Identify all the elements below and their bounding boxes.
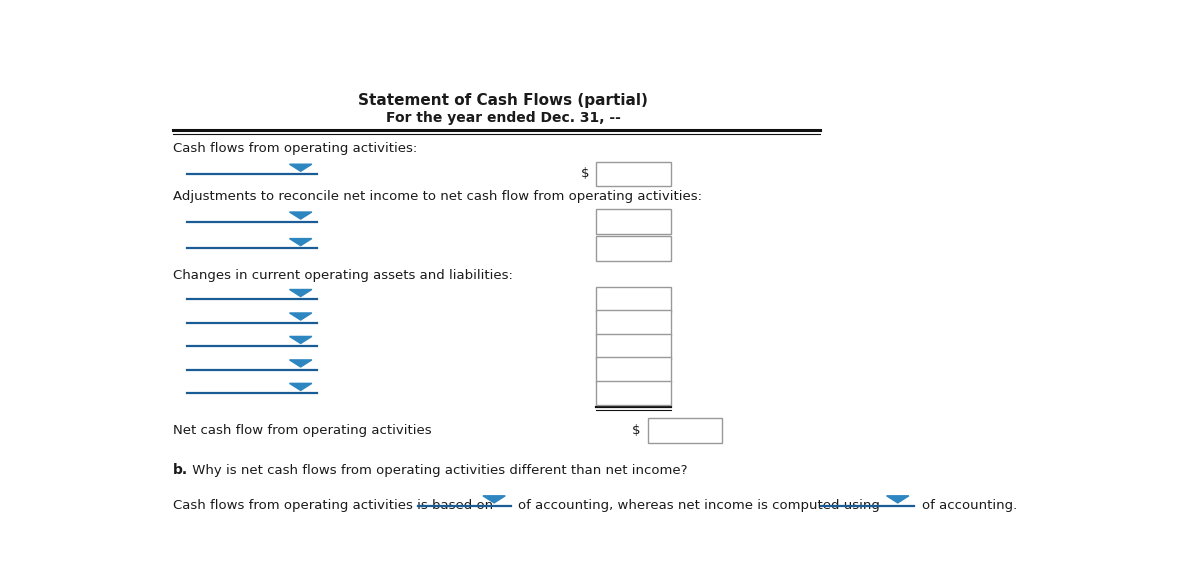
Text: Cash flows from operating activities:: Cash flows from operating activities: — [173, 142, 418, 155]
Polygon shape — [289, 212, 312, 219]
Text: Net cash flow from operating activities: Net cash flow from operating activities — [173, 424, 432, 437]
Text: of accounting.: of accounting. — [922, 499, 1018, 512]
Text: Statement of Cash Flows (partial): Statement of Cash Flows (partial) — [359, 93, 648, 108]
Polygon shape — [887, 496, 908, 503]
Bar — [596, 162, 671, 186]
Bar — [596, 236, 671, 260]
Text: Why is net cash flows from operating activities different than net income?: Why is net cash flows from operating act… — [188, 463, 688, 477]
Text: of accounting, whereas net income is computed using: of accounting, whereas net income is com… — [518, 499, 880, 512]
Text: Changes in current operating assets and liabilities:: Changes in current operating assets and … — [173, 269, 514, 282]
Text: Adjustments to reconcile net income to net cash flow from operating activities:: Adjustments to reconcile net income to n… — [173, 190, 702, 203]
Text: b.: b. — [173, 463, 188, 477]
Polygon shape — [289, 289, 312, 297]
Bar — [596, 287, 671, 312]
Text: For the year ended Dec. 31, --: For the year ended Dec. 31, -- — [386, 111, 620, 125]
Polygon shape — [289, 164, 312, 171]
Text: $: $ — [581, 167, 589, 181]
Polygon shape — [289, 384, 312, 390]
Bar — [596, 209, 671, 234]
Bar — [596, 334, 671, 359]
Polygon shape — [289, 336, 312, 343]
Polygon shape — [482, 496, 505, 503]
Polygon shape — [289, 313, 312, 320]
Polygon shape — [289, 360, 312, 367]
Bar — [596, 310, 671, 335]
Bar — [596, 381, 671, 405]
Bar — [648, 418, 722, 443]
Text: $: $ — [631, 424, 640, 437]
Bar — [596, 357, 671, 382]
Text: Cash flows from operating activities is based on: Cash flows from operating activities is … — [173, 499, 493, 512]
Polygon shape — [289, 239, 312, 246]
